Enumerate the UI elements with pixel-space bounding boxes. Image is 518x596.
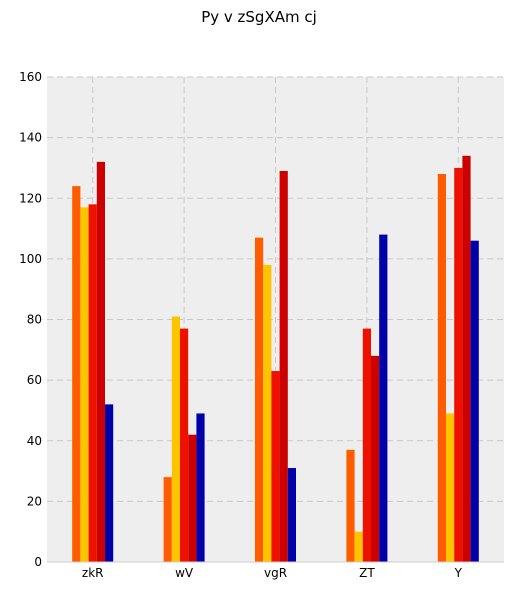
bar-vgR-series-4 (279, 170, 288, 562)
chart-title: Py v zSgXAm cj (201, 8, 317, 26)
bar-Y-series-4 (462, 155, 471, 562)
y-tick-label: 120 (19, 191, 42, 205)
bar-vgR-series-1 (255, 237, 264, 562)
x-tick-label: zkR (82, 566, 104, 580)
bar-zkR-series-4 (96, 161, 105, 562)
x-tick-label: Y (454, 566, 463, 580)
x-tick-label: ZT (359, 566, 375, 580)
bar-wV-series-2 (171, 316, 180, 562)
bar-zkR-series-1 (72, 186, 81, 562)
y-tick-label: 140 (19, 131, 42, 145)
y-tick-label: 0 (34, 555, 42, 569)
y-tick-label: 40 (27, 434, 42, 448)
bar-ZT-series-4 (371, 355, 380, 562)
x-tick-label: wV (175, 566, 194, 580)
bar-wV-series-4 (188, 434, 197, 562)
y-tick-label: 20 (27, 494, 42, 508)
bar-wV-series-3 (180, 328, 189, 562)
bar-Y-series-3 (454, 167, 463, 562)
bar-ZT-series-5 (379, 234, 388, 562)
axes: 0 20 40 60 80 100 120 140 160 zkR wV vgR ZT Y (19, 70, 504, 580)
y-tick-label: 80 (27, 313, 42, 327)
y-tick-label: 60 (27, 373, 42, 387)
bar-wV-series-1 (163, 477, 172, 562)
bar-zkR-series-2 (80, 207, 89, 562)
bar-Y-series-2 (446, 413, 455, 562)
bar-vgR-series-3 (271, 371, 280, 562)
grid-lines (47, 76, 504, 562)
bar-ZT-series-3 (362, 328, 371, 562)
bar-Y-series-5 (470, 240, 479, 562)
bar-ZT-series-1 (346, 449, 355, 562)
bars (72, 155, 479, 562)
bar-zkR-series-3 (88, 204, 97, 562)
y-tick-label: 100 (19, 252, 42, 266)
bar-vgR-series-2 (263, 264, 272, 562)
x-tick-label: vgR (264, 566, 287, 580)
bar-wV-series-5 (196, 413, 205, 562)
bar-ZT-series-2 (354, 531, 363, 562)
bar-Y-series-1 (437, 174, 446, 562)
bar-vgR-series-5 (287, 468, 296, 562)
bar-zkR-series-5 (105, 404, 114, 562)
y-tick-label: 160 (19, 70, 42, 84)
